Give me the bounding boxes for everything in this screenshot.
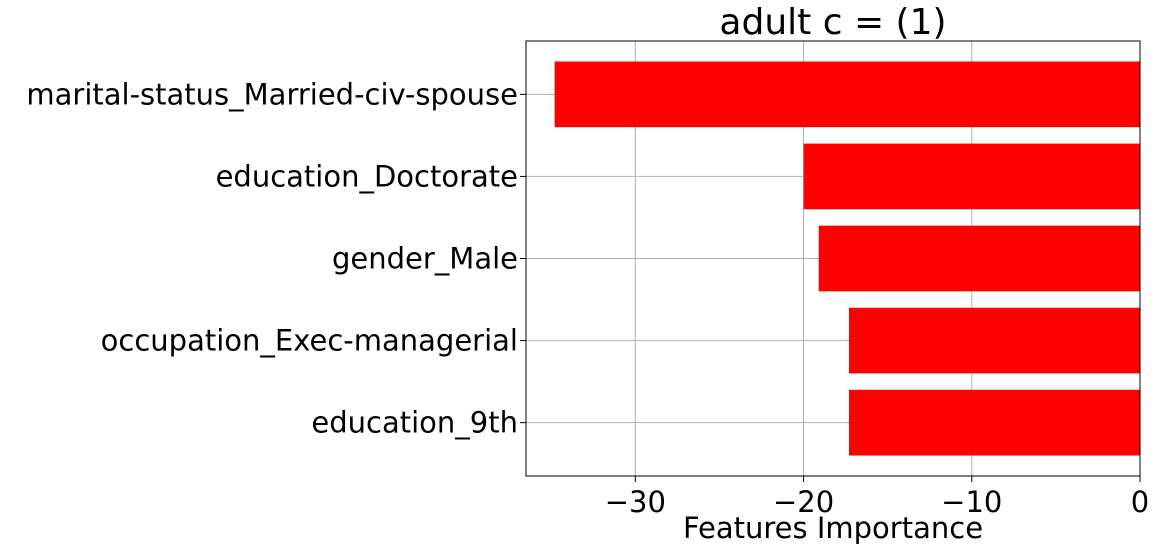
x-tick-label: 0 — [1131, 485, 1149, 519]
x-tick-label: −20 — [773, 485, 834, 519]
bar — [848, 307, 1140, 374]
y-tick-labels: marital-status_Married-civ-spouseeducati… — [26, 77, 526, 440]
y-tick-label: education_9th — [311, 406, 518, 440]
y-tick-label: occupation_Exec-managerial — [101, 324, 518, 358]
chart-title: adult c = (1) — [719, 2, 946, 43]
x-tick-labels: −30 −20 −10 0 — [605, 476, 1149, 519]
x-tick-label: −10 — [941, 485, 1002, 519]
x-axis-label: Features Importance — [683, 511, 983, 545]
bars — [554, 61, 1140, 456]
x-tick-label: −30 — [605, 485, 666, 519]
y-tick-label: gender_Male — [332, 242, 518, 276]
y-tick-label: education_Doctorate — [216, 159, 518, 193]
bar — [554, 61, 1140, 128]
bar — [848, 389, 1140, 456]
bar — [803, 143, 1140, 210]
y-tick-label: marital-status_Married-civ-spouse — [26, 77, 518, 111]
bar — [818, 225, 1140, 292]
